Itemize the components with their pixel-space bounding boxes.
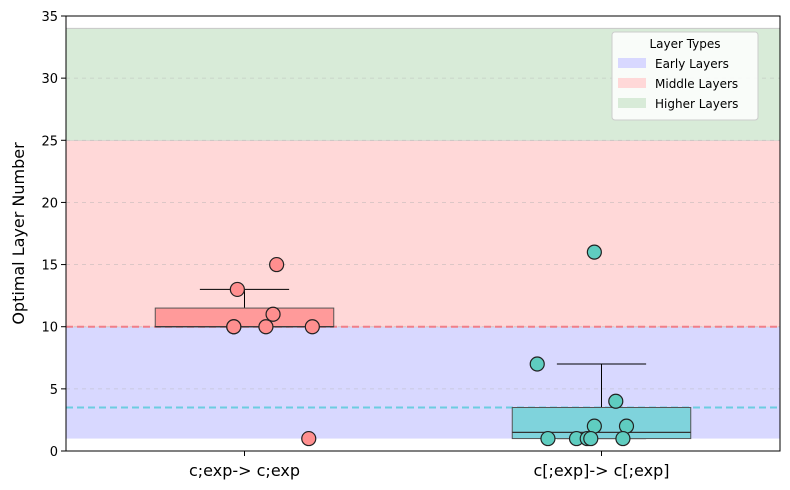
x-tick-label: c;exp-> c;exp bbox=[189, 461, 300, 480]
y-axis-title: Optimal Layer Number bbox=[9, 142, 28, 325]
legend-title: Layer Types bbox=[649, 37, 720, 51]
legend-label-0: Early Layers bbox=[655, 57, 729, 71]
y-tick-label: 30 bbox=[41, 72, 58, 87]
data-point-0-5 bbox=[258, 319, 274, 335]
y-tick-label: 20 bbox=[41, 196, 58, 211]
data-points bbox=[226, 244, 635, 447]
y-tick-label: 15 bbox=[41, 259, 58, 274]
data-point-1-9 bbox=[615, 430, 631, 447]
legend-swatch-0 bbox=[618, 58, 646, 68]
legend-swatch-2 bbox=[618, 98, 646, 108]
data-point-0-1 bbox=[269, 256, 285, 273]
y-tick-label: 5 bbox=[50, 383, 58, 398]
legend-entries: Early Layers Middle Layers Higher Layers bbox=[618, 57, 738, 111]
boxes bbox=[154, 288, 692, 440]
legend-swatch-1 bbox=[618, 78, 646, 88]
band-middle-layers bbox=[66, 140, 780, 327]
box-body bbox=[511, 407, 692, 440]
data-point-0-4 bbox=[226, 319, 242, 335]
data-point-1-3 bbox=[586, 418, 602, 434]
data-point-0-2 bbox=[265, 306, 281, 322]
y-tick-label: 25 bbox=[41, 134, 58, 149]
plot-frame bbox=[65, 15, 781, 452]
data-point-1-8 bbox=[583, 430, 599, 447]
legend-frame bbox=[611, 31, 759, 121]
data-point-1-0 bbox=[586, 244, 602, 260]
y-tick-label: 0 bbox=[50, 445, 58, 460]
y-tick-label: 35 bbox=[41, 10, 58, 25]
data-point-0-7 bbox=[301, 430, 317, 447]
axes: 0 5 10 15 20 25 30 35 c;exp-> c;exp c[;exp]-> c[;… bbox=[41, 10, 669, 480]
data-point-1-1 bbox=[529, 356, 545, 372]
box-0 bbox=[154, 288, 335, 328]
y-tick-label: 10 bbox=[41, 321, 58, 336]
data-point-0-0 bbox=[229, 281, 245, 298]
data-point-0-6 bbox=[304, 319, 320, 335]
legend-label-2: Higher Layers bbox=[655, 97, 738, 111]
data-point-1-4 bbox=[618, 418, 635, 434]
legend-label-1: Middle Layers bbox=[655, 77, 738, 91]
legend: Layer Types Early Layers Middle Layers Hig… bbox=[611, 31, 759, 121]
data-point-1-2 bbox=[608, 393, 624, 409]
data-point-1-5 bbox=[540, 430, 556, 447]
x-tick-label: c[;exp]-> c[;exp] bbox=[534, 461, 670, 480]
